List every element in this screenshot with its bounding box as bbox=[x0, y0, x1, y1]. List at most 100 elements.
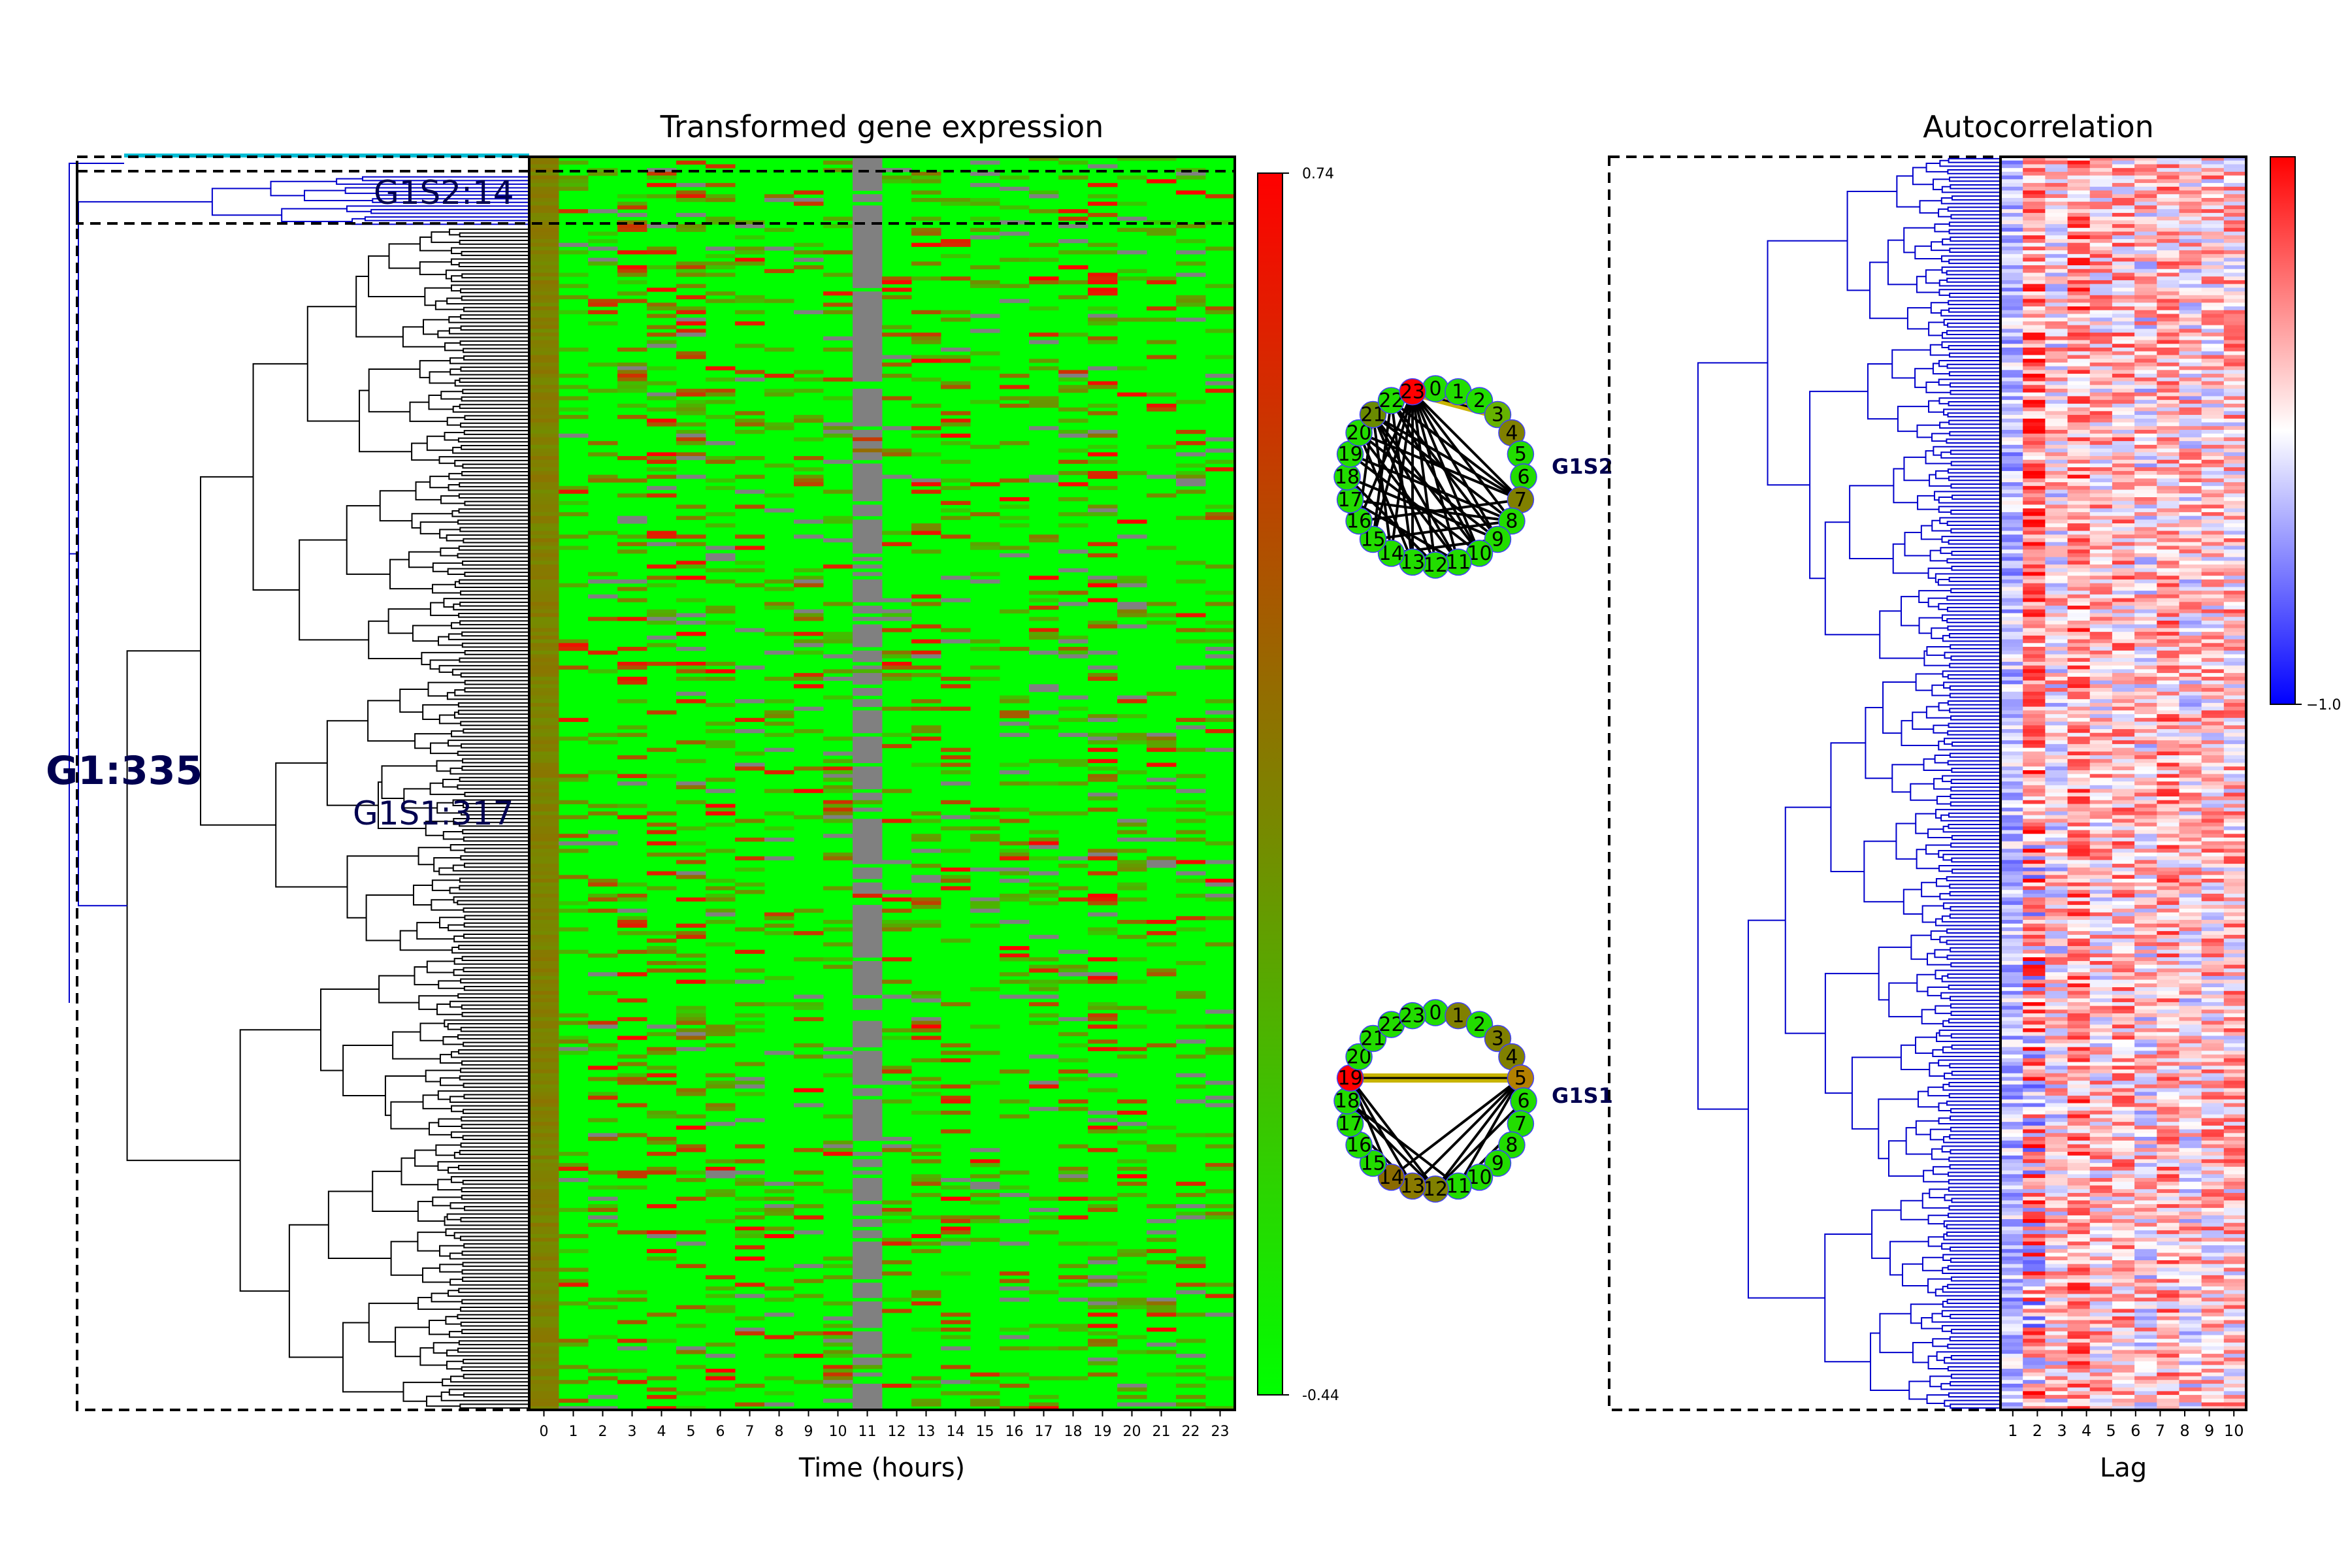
acf-cell bbox=[2001, 702, 2023, 708]
heatmap-cell bbox=[853, 1294, 883, 1298]
heatmap-cell bbox=[588, 972, 618, 977]
heatmap-cell bbox=[941, 598, 971, 602]
acf-cell bbox=[2157, 295, 2180, 300]
acf-cell bbox=[2023, 374, 2046, 378]
acf-cell bbox=[2089, 688, 2113, 693]
heatmap-cell bbox=[529, 396, 559, 400]
heatmap-cell bbox=[853, 194, 883, 199]
heatmap-cell bbox=[853, 643, 883, 647]
heatmap-cell bbox=[823, 1339, 853, 1343]
acf-cell bbox=[2067, 774, 2091, 778]
heatmap-cell bbox=[1205, 699, 1235, 704]
dendrogram-link bbox=[461, 251, 529, 256]
heatmap-cell bbox=[529, 602, 559, 606]
acf-cell bbox=[2134, 347, 2157, 352]
heatmap-cell bbox=[588, 168, 618, 172]
heatmap-cell bbox=[706, 721, 736, 726]
dendrogram-link bbox=[411, 442, 440, 461]
heatmap-cell bbox=[941, 381, 971, 385]
acf-cell bbox=[2067, 407, 2091, 412]
acf-cell bbox=[2001, 336, 2023, 341]
heatmap-cell bbox=[1088, 871, 1118, 875]
heatmap-cell bbox=[1147, 691, 1177, 696]
heatmap-cell bbox=[911, 336, 941, 341]
heatmap-cell bbox=[706, 1286, 736, 1291]
acf-cell bbox=[2089, 157, 2113, 161]
heatmap-cell bbox=[529, 531, 559, 535]
acf-cell bbox=[2134, 400, 2157, 404]
heatmap-cell bbox=[970, 314, 1000, 318]
heatmap-cell bbox=[529, 269, 559, 273]
heatmap-cell bbox=[529, 979, 559, 984]
acf-cell bbox=[2045, 658, 2068, 662]
heatmap-cell bbox=[882, 179, 912, 184]
acf-cell bbox=[2179, 168, 2202, 172]
heatmap-cell bbox=[794, 789, 824, 793]
heatmap-cell bbox=[1088, 1024, 1118, 1029]
heatmap-cell bbox=[559, 1279, 589, 1283]
heatmap-cell bbox=[735, 1245, 765, 1250]
acf-cell bbox=[2023, 572, 2046, 576]
acf-cell bbox=[2112, 650, 2135, 655]
cluster-label-g1s2: G1S2:14 bbox=[374, 174, 514, 212]
heatmap-cell bbox=[1000, 1335, 1030, 1339]
heatmap-cell bbox=[853, 725, 883, 730]
heatmap-cell bbox=[559, 1178, 589, 1183]
acf-cell bbox=[2157, 459, 2180, 464]
heatmap-cell bbox=[970, 826, 1000, 831]
heatmap-cell bbox=[735, 819, 765, 823]
heatmap-cell bbox=[941, 441, 971, 446]
acf-cell bbox=[2134, 474, 2157, 479]
dendrogram-link bbox=[1938, 289, 2001, 296]
acf-cell bbox=[2067, 355, 2091, 359]
acf-cell bbox=[2157, 534, 2180, 539]
heatmap-cell bbox=[1088, 1339, 1118, 1343]
heatmap-cell bbox=[1058, 370, 1088, 374]
heatmap-cell bbox=[559, 717, 589, 723]
heatmap-cell bbox=[1205, 381, 1235, 385]
heatmap-cell bbox=[1147, 762, 1177, 767]
heatmap-cell bbox=[706, 523, 736, 528]
dendrogram-link bbox=[1948, 1093, 2001, 1098]
heatmap-cell bbox=[764, 856, 794, 860]
heatmap-cell bbox=[853, 583, 883, 587]
acf-cell bbox=[2045, 160, 2068, 165]
heatmap-cell bbox=[529, 253, 559, 259]
heatmap-cell bbox=[1117, 579, 1147, 584]
dendrogram-link bbox=[1923, 1169, 1949, 1183]
dendrogram-link bbox=[1946, 1224, 2001, 1230]
heatmap-cell bbox=[1058, 407, 1088, 412]
heatmap-cell bbox=[853, 1260, 883, 1265]
acf-cell bbox=[2045, 437, 2068, 442]
dendrogram-link bbox=[1929, 549, 1948, 562]
acf-cell bbox=[2179, 665, 2202, 670]
acf-cell bbox=[2201, 654, 2225, 659]
heatmap-cell bbox=[941, 1178, 971, 1183]
heatmap-cell bbox=[853, 557, 883, 561]
dendrogram-link bbox=[461, 1187, 529, 1192]
dendrogram-link bbox=[459, 404, 529, 409]
heatmap-cell bbox=[764, 732, 794, 737]
heatmap-cell bbox=[853, 598, 883, 602]
dendrogram-link bbox=[1948, 1205, 2001, 1211]
heatmap-cell bbox=[588, 257, 618, 262]
dendrogram-link bbox=[1901, 720, 1939, 747]
acf-cell bbox=[2001, 276, 2023, 281]
acf-cell bbox=[2157, 504, 2180, 509]
heatmap-cell bbox=[647, 456, 677, 461]
acf-cell bbox=[2157, 538, 2180, 543]
heatmap-cell bbox=[1088, 1005, 1118, 1010]
dendrogram-link bbox=[1941, 975, 2001, 983]
dendrogram-link bbox=[1950, 461, 2001, 466]
acf-cell bbox=[2112, 721, 2135, 726]
heatmap-cell bbox=[529, 1028, 559, 1033]
x-tick-label: 22 bbox=[1182, 1424, 1200, 1440]
acf-cell bbox=[2223, 197, 2247, 203]
x-tick-label: 20 bbox=[1123, 1424, 1141, 1440]
dendrogram-link bbox=[367, 700, 416, 742]
heatmap-cell bbox=[1205, 1133, 1235, 1137]
heatmap-cell bbox=[853, 609, 883, 613]
heatmap-cell bbox=[676, 613, 706, 617]
heatmap-cell bbox=[1058, 1282, 1088, 1287]
heatmap-cell bbox=[1000, 647, 1030, 651]
